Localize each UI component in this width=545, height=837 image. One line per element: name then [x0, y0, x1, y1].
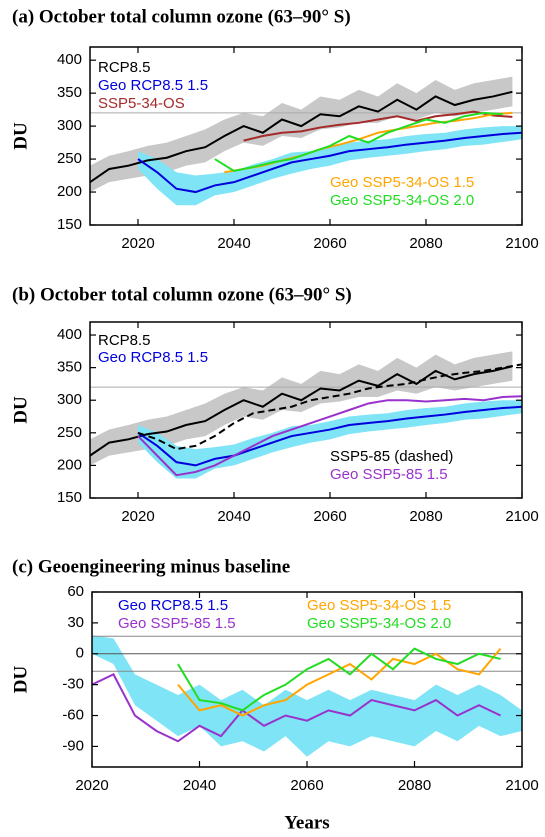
legend-label: Geo SSP5-34-OS 2.0 [330, 192, 474, 209]
y-tick-label: 350 [57, 84, 82, 101]
panel-title: (b) October total column ozone (63–90° S… [12, 284, 352, 305]
x-tick-label: 2060 [313, 508, 346, 525]
y-tick-label: 30 [67, 614, 84, 631]
x-tick-label: 2100 [505, 508, 538, 525]
series-line [243, 110, 513, 142]
x-tick-label: 2020 [121, 508, 154, 525]
panel-title: (a) October total column ozone (63–90° S… [12, 6, 351, 27]
series-line [89, 365, 513, 457]
y-tick-label: 400 [57, 326, 82, 343]
y-tick-label: 250 [57, 150, 82, 167]
x-tick-label: 2060 [290, 777, 323, 794]
legend-label: Geo RCP8.5 1.5 [118, 597, 228, 614]
legend-label: Geo SSP5-85 1.5 [118, 615, 236, 632]
x-tick-label: 2080 [409, 508, 442, 525]
plot-frame [89, 321, 523, 499]
y-axis-label: DU [10, 122, 31, 150]
legend-label: Geo RCP8.5 1.5 [98, 77, 208, 94]
y-tick-label: 300 [57, 117, 82, 134]
y-tick-label: 0 [76, 645, 84, 662]
series-line [137, 405, 523, 467]
x-tick-label: 2040 [217, 508, 250, 525]
legend-label: SSP5-34-OS [98, 95, 185, 112]
y-axis-label: DU [10, 396, 31, 424]
series-line [91, 673, 501, 743]
y-axis-label: DU [10, 666, 31, 694]
y-tick-label: 250 [57, 424, 82, 441]
range-band [92, 635, 522, 757]
x-tick-label: 2040 [217, 235, 250, 252]
series-line [137, 395, 523, 477]
legend-label: RCP8.5 [98, 332, 151, 349]
range-band [138, 126, 522, 206]
y-tick-label: 150 [57, 216, 82, 233]
x-axis-label: Years [284, 812, 329, 833]
x-tick-label: 2060 [313, 235, 346, 252]
x-tick-label: 2040 [183, 777, 216, 794]
x-tick-label: 2020 [75, 777, 108, 794]
legend-label: Geo RCP8.5 1.5 [98, 349, 208, 366]
x-tick-label: 2080 [409, 235, 442, 252]
panel-title: (c) Geoengineering minus baseline [12, 556, 290, 577]
legend-label: Geo SSP5-34-OS 1.5 [330, 174, 474, 191]
legend-label: Geo SSP5-34-OS 1.5 [307, 597, 451, 614]
y-tick-label: -60 [62, 706, 84, 723]
y-tick-label: -30 [62, 676, 84, 693]
legend-label: Geo SSP5-34-OS 2.0 [307, 615, 451, 632]
y-tick-label: 150 [57, 489, 82, 506]
y-tick-label: 200 [57, 183, 82, 200]
y-tick-label: 200 [57, 456, 82, 473]
legend-label: SSP5-85 (dashed) [330, 448, 453, 465]
y-tick-label: 60 [67, 583, 84, 600]
x-tick-label: 2100 [505, 777, 538, 794]
y-tick-label: 300 [57, 391, 82, 408]
y-tick-label: -90 [62, 737, 84, 754]
x-tick-label: 2100 [505, 235, 538, 252]
x-tick-label: 2080 [398, 777, 431, 794]
series-line [137, 363, 523, 451]
series-line [137, 131, 523, 194]
range-band [138, 400, 522, 479]
y-tick-label: 350 [57, 359, 82, 376]
legend-label: RCP8.5 [98, 59, 151, 76]
y-tick-label: 400 [57, 51, 82, 68]
series-line [214, 111, 503, 173]
plot-frame [89, 46, 523, 226]
x-tick-label: 2020 [121, 235, 154, 252]
series-line [177, 647, 501, 712]
legend-label: Geo SSP5-85 1.5 [330, 466, 448, 483]
series-line [89, 90, 513, 183]
